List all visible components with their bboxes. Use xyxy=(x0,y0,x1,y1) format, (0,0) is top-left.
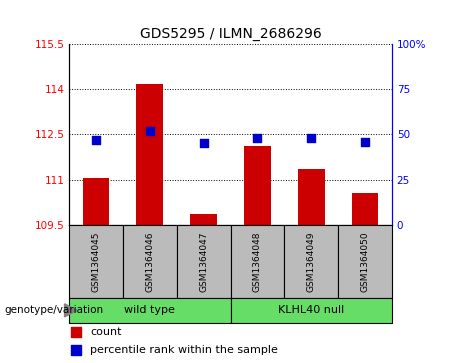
Text: wild type: wild type xyxy=(124,305,175,315)
Bar xyxy=(338,225,392,298)
Point xyxy=(361,139,369,144)
Bar xyxy=(298,169,325,225)
Text: count: count xyxy=(90,327,122,337)
Bar xyxy=(244,146,271,225)
Point xyxy=(307,135,315,141)
Text: genotype/variation: genotype/variation xyxy=(5,305,104,315)
Point xyxy=(285,256,293,262)
Bar xyxy=(230,225,284,298)
Bar xyxy=(123,225,177,298)
Bar xyxy=(284,225,338,298)
Point xyxy=(254,135,261,141)
Bar xyxy=(69,225,123,298)
Text: KLHL40 null: KLHL40 null xyxy=(278,305,344,315)
Bar xyxy=(136,84,163,225)
Bar xyxy=(83,178,109,225)
Point xyxy=(200,140,207,146)
Text: GSM1364049: GSM1364049 xyxy=(307,231,316,291)
Point xyxy=(285,91,293,97)
Bar xyxy=(351,193,378,225)
Text: GSM1364046: GSM1364046 xyxy=(145,231,154,291)
Bar xyxy=(69,298,230,323)
Text: GSM1364050: GSM1364050 xyxy=(361,231,369,292)
Text: GSM1364048: GSM1364048 xyxy=(253,231,262,291)
Text: percentile rank within the sample: percentile rank within the sample xyxy=(90,345,278,355)
Point xyxy=(92,137,100,143)
Text: GSM1364047: GSM1364047 xyxy=(199,231,208,291)
Bar xyxy=(190,215,217,225)
Text: GSM1364045: GSM1364045 xyxy=(92,231,100,291)
Bar xyxy=(177,225,230,298)
Point xyxy=(146,128,154,134)
Title: GDS5295 / ILMN_2686296: GDS5295 / ILMN_2686296 xyxy=(140,27,321,41)
Bar xyxy=(230,298,392,323)
